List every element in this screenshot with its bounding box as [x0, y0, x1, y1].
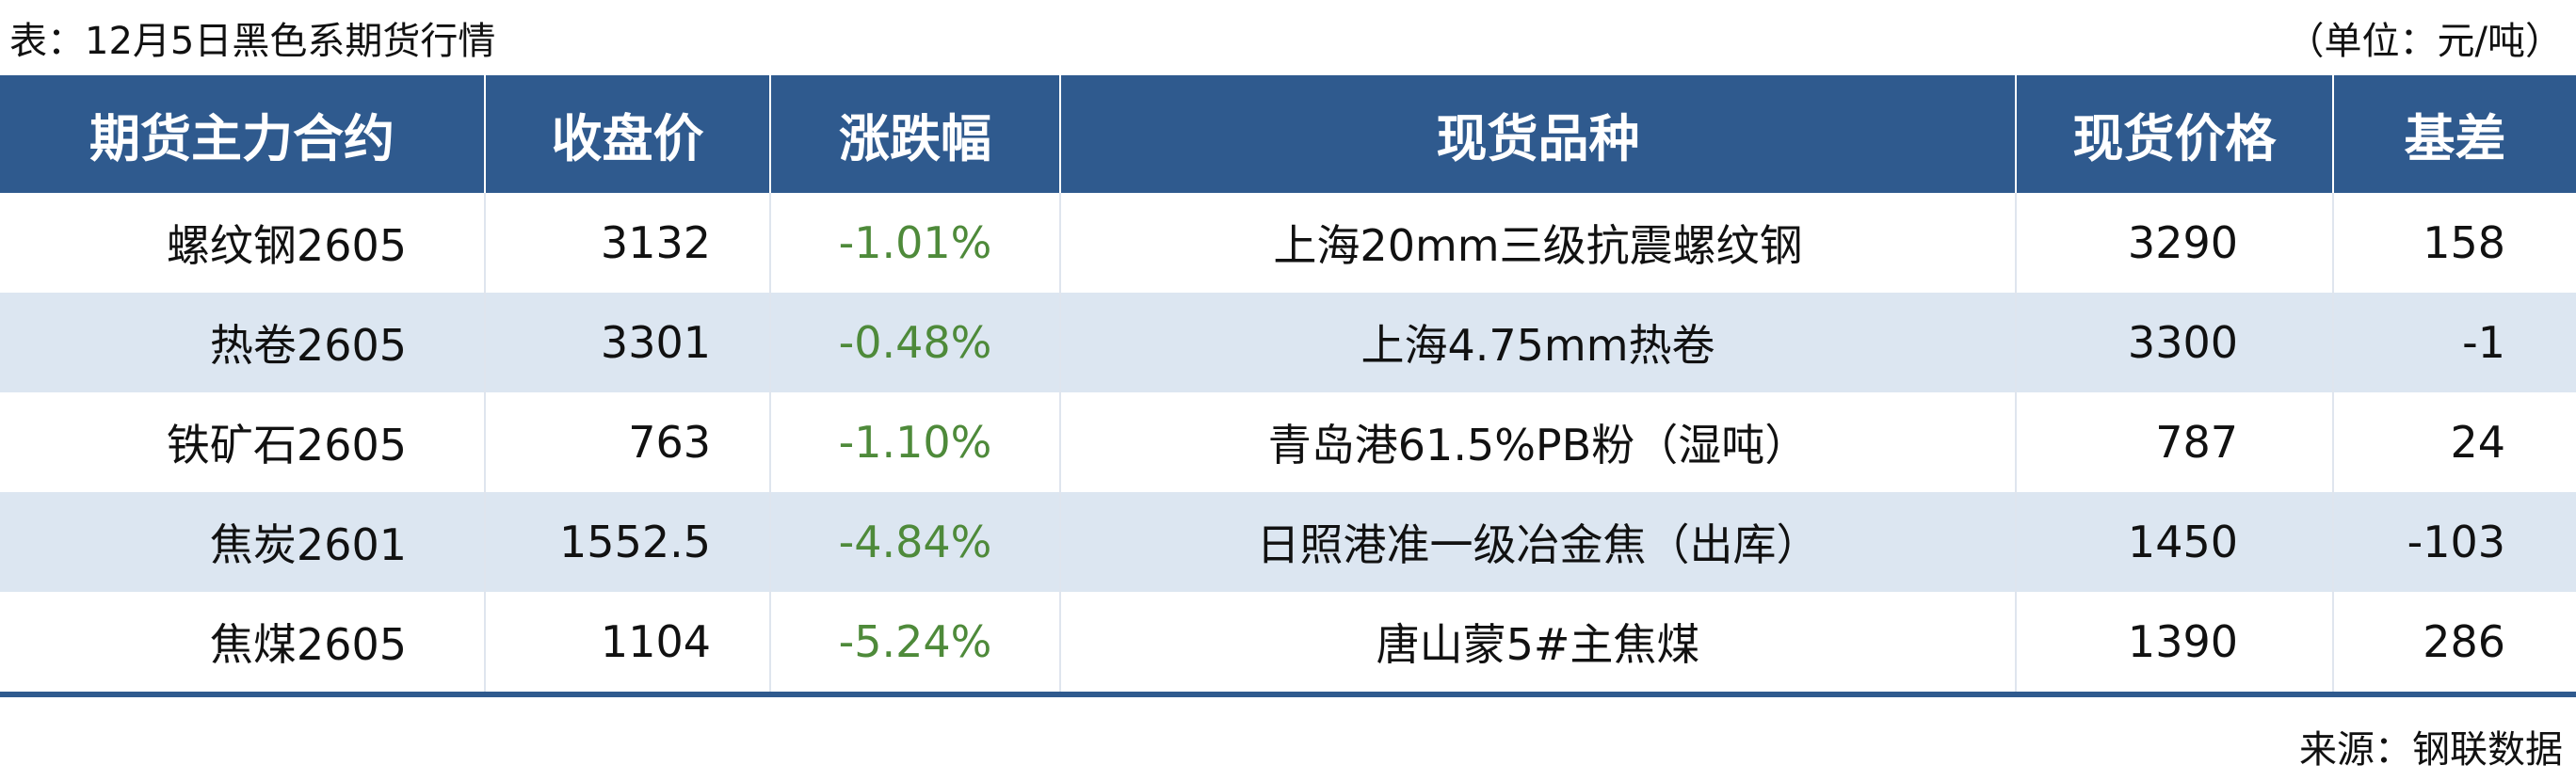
- table-cell: 上海4.75mm热卷: [1060, 293, 2017, 392]
- header-row: 期货主力合约 收盘价 涨跌幅 现货品种 现货价格 基差: [0, 75, 2576, 193]
- table-cell: 3290: [2016, 193, 2334, 293]
- table-cell: 螺纹钢2605: [0, 193, 486, 293]
- futures-table: 期货主力合约 收盘价 涨跌幅 现货品种 现货价格 基差 螺纹钢2605 3132 -1.01%…: [0, 75, 2576, 697]
- table-cell: 3132: [485, 193, 771, 293]
- table-cell: -4.84%: [770, 492, 1061, 592]
- table-cell: 唐山蒙5#主焦煤: [1060, 592, 2017, 694]
- column-header: 基差: [2333, 75, 2576, 193]
- table-row: 焦炭2601 1552.5 -4.84% 日照港准一级冶金焦（出库） 1450 -103: [0, 492, 2576, 592]
- table-row: 焦煤2605 1104 -5.24% 唐山蒙5#主焦煤 1390 286: [0, 592, 2576, 694]
- table-cell: 热卷2605: [0, 293, 486, 392]
- table-title: 表：12月5日黑色系期货行情: [9, 20, 496, 63]
- column-header: 现货品种: [1060, 75, 2017, 193]
- table-cell: 1104: [485, 592, 771, 694]
- unit-note: （单位：元/吨）: [2286, 20, 2563, 63]
- table-body: 螺纹钢2605 3132 -1.01% 上海20mm三级抗震螺纹钢 3290 158 热卷2…: [0, 193, 2576, 694]
- table-cell: -1: [2333, 293, 2576, 392]
- table-row: 热卷2605 3301 -0.48% 上海4.75mm热卷 3300 -1: [0, 293, 2576, 392]
- table-cell: 上海20mm三级抗震螺纹钢: [1060, 193, 2017, 293]
- table-cell: 787: [2016, 392, 2334, 492]
- table-cell: 焦煤2605: [0, 592, 486, 694]
- table-cell: 3301: [485, 293, 771, 392]
- column-header: 收盘价: [485, 75, 771, 193]
- table-cell: 1552.5: [485, 492, 771, 592]
- table-cell: -1.01%: [770, 193, 1061, 293]
- column-header: 现货价格: [2016, 75, 2334, 193]
- table-cell: 158: [2423, 217, 2505, 268]
- title-bar: 表：12月5日黑色系期货行情 （单位：元/吨）: [0, 0, 2576, 75]
- column-header: 涨跌幅: [770, 75, 1061, 193]
- table-cell: 763: [485, 392, 771, 492]
- table-row: 铁矿石2605 763 -1.10% 青岛港61.5%PB粉（湿吨） 787 24: [0, 392, 2576, 492]
- table-cell: 1390: [2016, 592, 2334, 694]
- table-cell: 286: [2423, 616, 2505, 667]
- table-cell: 青岛港61.5%PB粉（湿吨）: [1060, 392, 2017, 492]
- table-cell: 3300: [2016, 293, 2334, 392]
- table-row: 螺纹钢2605 3132 -1.01% 上海20mm三级抗震螺纹钢 3290 158: [0, 193, 2576, 293]
- table-cell: -1.10%: [770, 392, 1061, 492]
- table-cell: 24: [2450, 417, 2505, 468]
- table-cell: -0.48%: [770, 293, 1061, 392]
- table-cell: -103: [2333, 492, 2576, 592]
- source-note: 来源：钢联数据: [2299, 728, 2563, 772]
- table-cell: 焦炭2601: [0, 492, 486, 592]
- table-cell: 铁矿石2605: [0, 392, 486, 492]
- table-cell: -5.24%: [770, 592, 1061, 694]
- table-cell: 1450: [2016, 492, 2334, 592]
- column-header: 期货主力合约: [0, 75, 486, 193]
- table-cell: 日照港准一级冶金焦（出库）: [1060, 492, 2017, 592]
